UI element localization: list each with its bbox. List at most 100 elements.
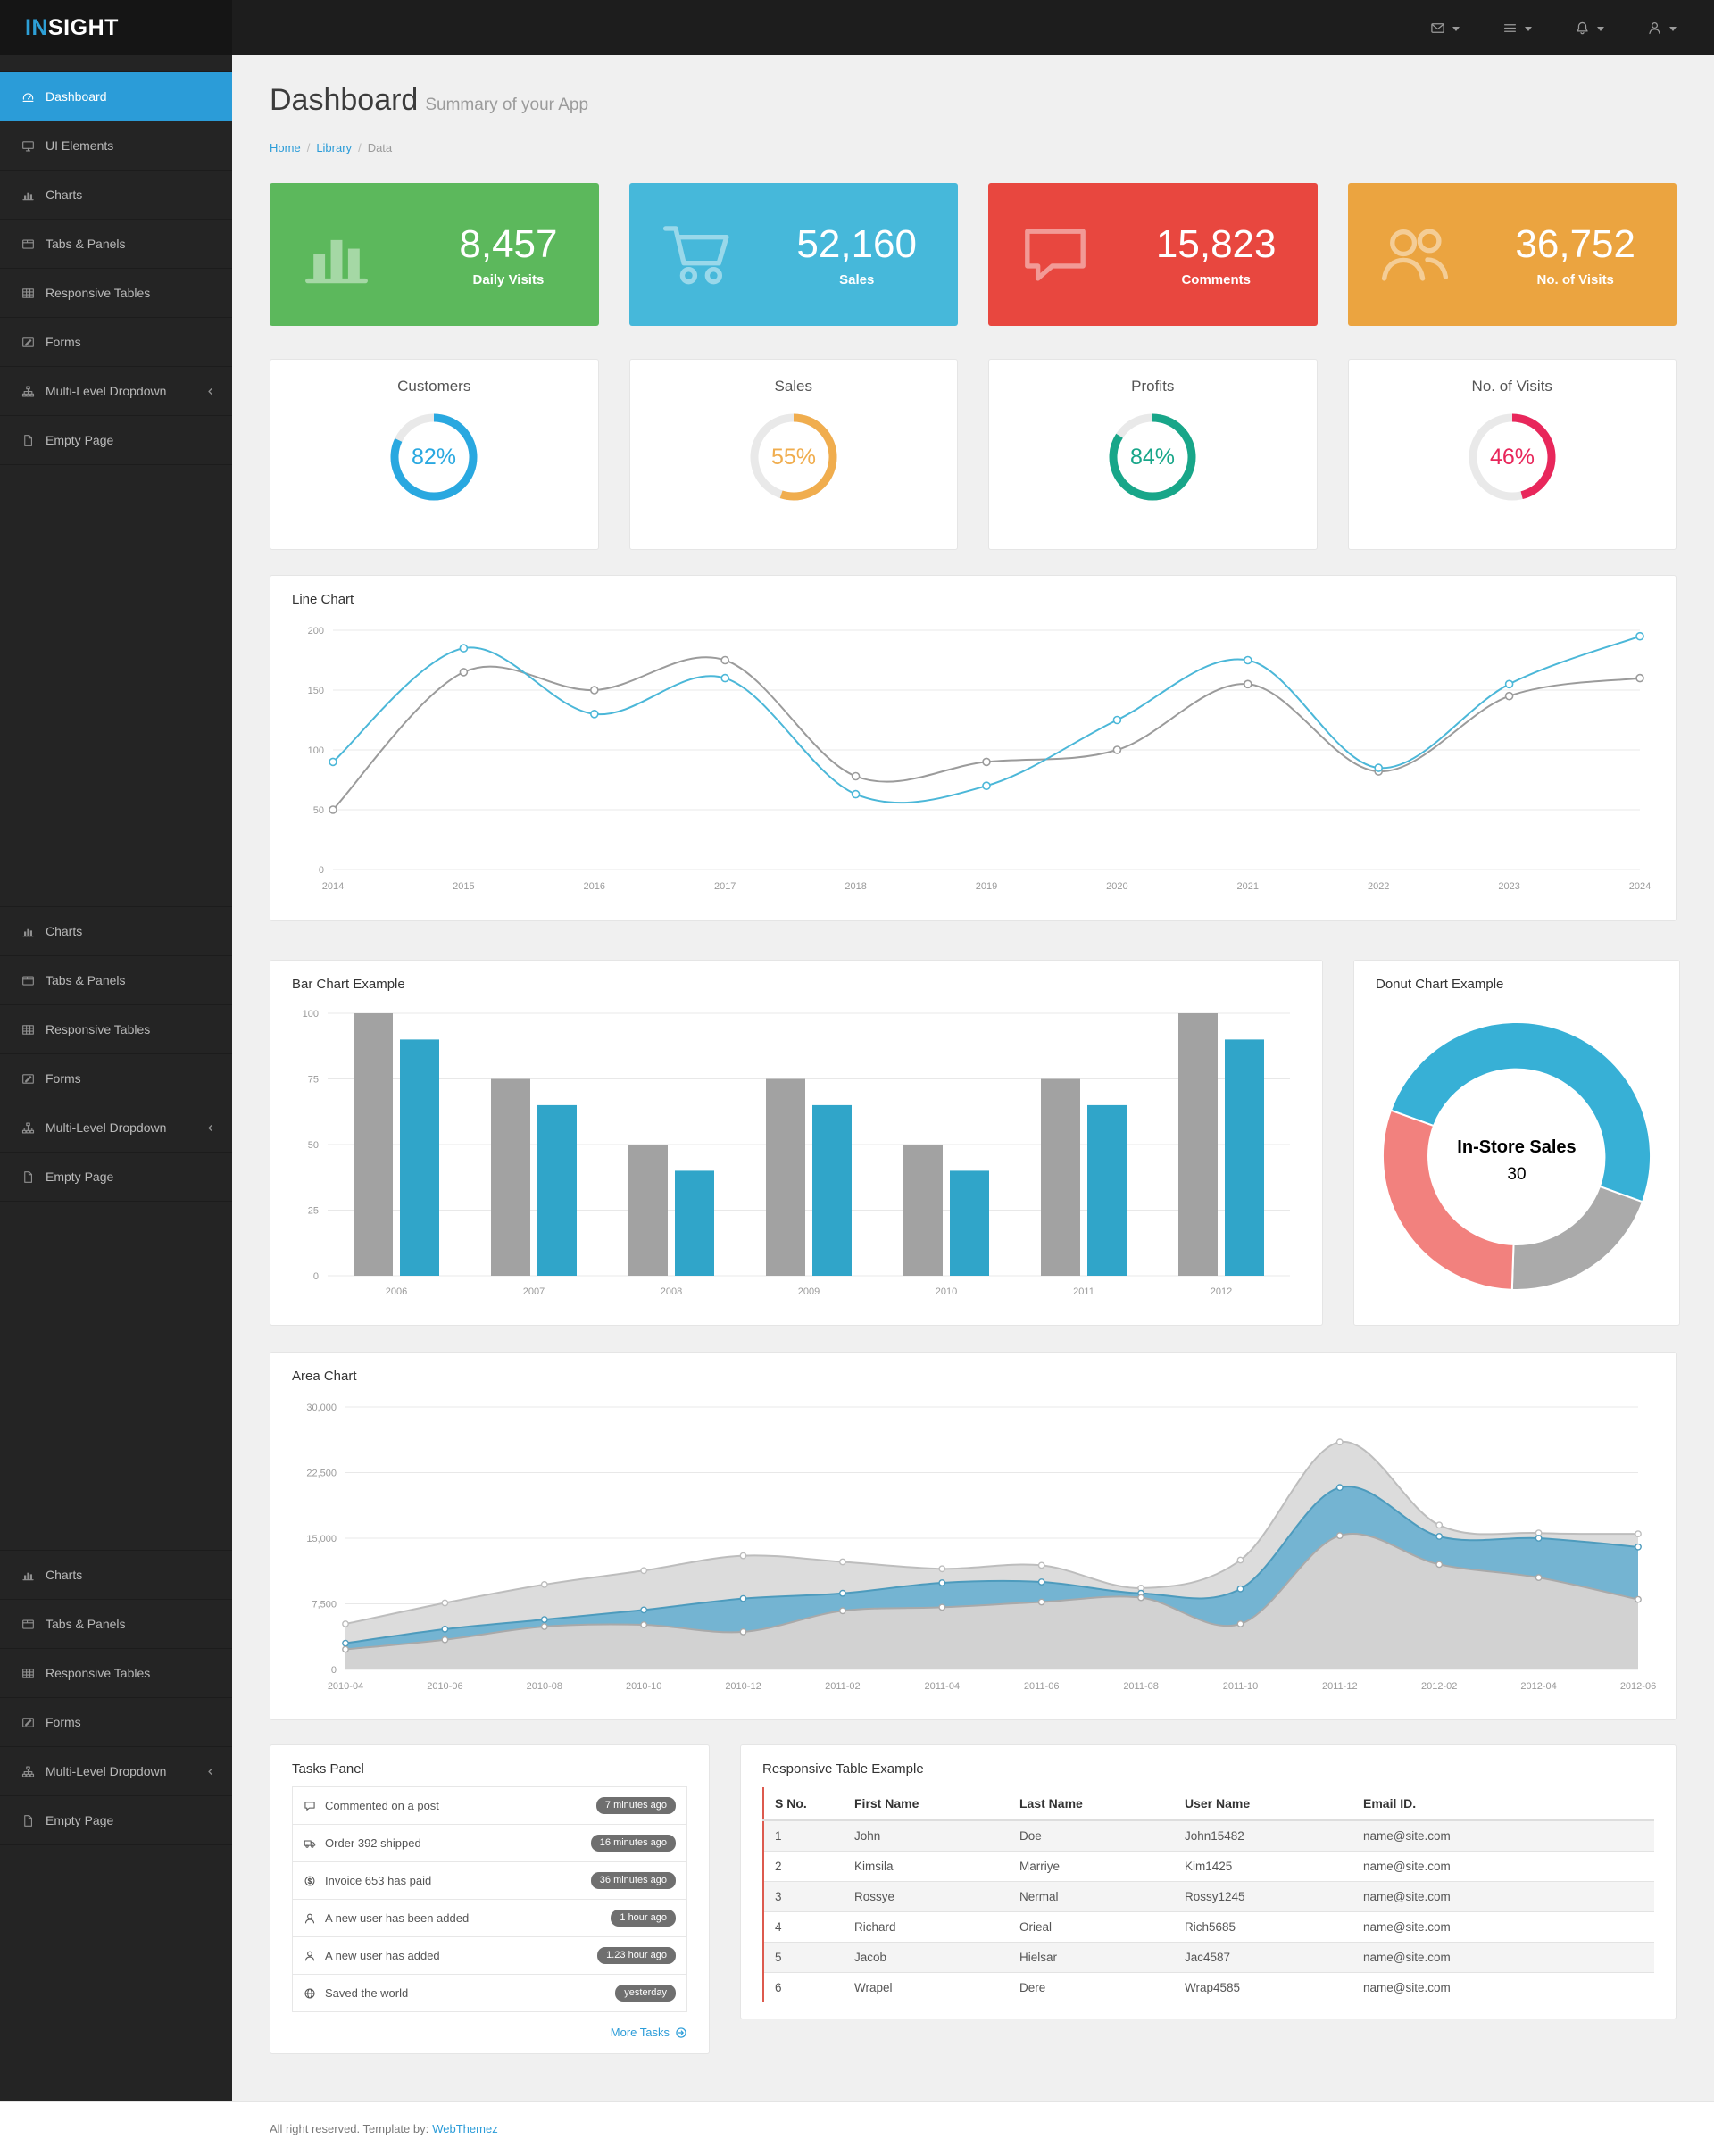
- svg-text:50: 50: [313, 805, 324, 816]
- sidebar-item-empty-page[interactable]: Empty Page: [0, 1153, 232, 1202]
- more-tasks-link[interactable]: More Tasks: [611, 2026, 687, 2039]
- sidebar-item-icon: [21, 139, 46, 153]
- donut-chart: In-Store Sales 30: [1376, 1003, 1658, 1303]
- sidebar-item-responsive-tables[interactable]: Responsive Tables: [0, 269, 232, 318]
- table-cell: name@site.com: [1352, 1881, 1654, 1912]
- brand-logo[interactable]: IN SIGHT: [0, 0, 232, 55]
- sidebar-item-forms[interactable]: Forms: [0, 1054, 232, 1103]
- table-column-header: Last Name: [1009, 1787, 1174, 1821]
- area-chart-svg: 0 7,500 15,000 22,500 30,000 2010-04 2010-06 20…: [306, 1403, 1656, 1692]
- stats-row: 8,457 Daily Visits 52,160 Sales 15,823 Commen…: [270, 183, 1677, 326]
- svg-text:2019: 2019: [976, 881, 997, 892]
- task-item[interactable]: Order 392 shipped 16 minutes ago: [292, 1824, 687, 1862]
- breadcrumb-library[interactable]: Library: [316, 141, 353, 154]
- task-item[interactable]: A new user has added 1.23 hour ago: [292, 1936, 687, 1975]
- table-row: 1 John Doe John15482 name@site.com: [762, 1819, 1654, 1852]
- task-item[interactable]: Saved the world yesterday: [292, 1974, 687, 2012]
- tabs-icon: [22, 238, 34, 249]
- task-item[interactable]: Invoice 653 has paid 36 minutes ago: [292, 1861, 687, 1900]
- sidebar-item-icon: [21, 385, 46, 398]
- svg-text:2023: 2023: [1498, 881, 1519, 892]
- sidebar-item-ui-elements[interactable]: UI Elements: [0, 121, 232, 171]
- svg-text:2012-04: 2012-04: [1520, 1681, 1556, 1692]
- task-item[interactable]: Commented on a post 7 minutes ago: [292, 1786, 687, 1825]
- svg-text:2010-08: 2010-08: [527, 1681, 562, 1692]
- sidebar-item-icon: [21, 237, 46, 251]
- table-cell: 6: [762, 1972, 844, 2002]
- footer: All right reserved. Template by: WebThem…: [0, 2101, 1714, 2156]
- gauge-svg: 82%: [390, 413, 478, 501]
- form-icon: [22, 1717, 34, 1727]
- sidebar-item-multi-level-dropdown[interactable]: Multi-Level Dropdown: [0, 367, 232, 416]
- svg-text:150: 150: [308, 686, 324, 696]
- sidebar-item-icon: [21, 1170, 46, 1184]
- sidebar-item-charts[interactable]: Charts: [0, 171, 232, 220]
- task-time-badge: 36 minutes ago: [590, 1872, 676, 1889]
- svg-text:2007: 2007: [523, 1286, 545, 1297]
- svg-text:30: 30: [1507, 1165, 1526, 1184]
- gauge-customers: Customers 82%: [270, 359, 599, 550]
- sidebar-item-forms[interactable]: Forms: [0, 318, 232, 367]
- svg-text:2022: 2022: [1368, 881, 1389, 892]
- sidebar-item-tabs-panels[interactable]: Tabs & Panels: [0, 220, 232, 269]
- sidebar-item-label: Multi-Level Dropdown: [46, 384, 167, 398]
- bar-chart-panel: Bar Chart Example 0 25 50 75 100 2006 2007 2008…: [270, 960, 1323, 1326]
- sidebar-item-charts[interactable]: Charts: [0, 1551, 232, 1600]
- breadcrumb-home[interactable]: Home: [270, 141, 301, 154]
- sidebar-item-responsive-tables[interactable]: Responsive Tables: [0, 1005, 232, 1054]
- notifications-menu[interactable]: [1575, 21, 1604, 36]
- sidebar-item-tabs-panels[interactable]: Tabs & Panels: [0, 1600, 232, 1649]
- table-cell: 2: [762, 1851, 844, 1882]
- tasks-menu[interactable]: [1502, 21, 1532, 36]
- sidebar-item-multi-level-dropdown[interactable]: Multi-Level Dropdown: [0, 1103, 232, 1153]
- bar-chart: 0 25 50 75 100 2006 2007 2008 2009 2010 2011 2012: [292, 1003, 1301, 1303]
- sidebar-group-2: Charts Tabs & Panels Responsive Tables Form…: [0, 906, 232, 1202]
- sidebar-item-label: Multi-Level Dropdown: [46, 1120, 167, 1135]
- messages-menu[interactable]: [1430, 21, 1460, 36]
- sidebar-item-tabs-panels[interactable]: Tabs & Panels: [0, 956, 232, 1005]
- footer-credit-link[interactable]: WebThemez: [432, 2122, 498, 2135]
- donut-chart-panel: Donut Chart Example In-Store Sales 30: [1353, 960, 1680, 1326]
- table-header-row: S No. First Name Last Name User Name Email I…: [762, 1787, 1654, 1821]
- gauges-row: Customers 82% Sales 55% Profits 84% No. of Vis…: [270, 359, 1677, 550]
- stat-no-of-visits[interactable]: 36,752 No. of Visits: [1347, 183, 1677, 326]
- svg-text:2011-02: 2011-02: [825, 1681, 861, 1692]
- desktop-icon: [22, 140, 34, 151]
- gauge-title: Profits: [1131, 378, 1175, 395]
- svg-text:2011-12: 2011-12: [1322, 1681, 1358, 1692]
- table-cell: Dere: [1009, 1972, 1174, 2002]
- svg-text:25: 25: [308, 1206, 319, 1217]
- sidebar: Dashboard UI Elements Charts Tabs & Panels R…: [0, 55, 232, 2101]
- table-cell: name@site.com: [1352, 1942, 1654, 1973]
- stat-comments[interactable]: 15,823 Comments: [988, 183, 1318, 326]
- tabs-icon: [22, 975, 34, 986]
- bar-chart-svg: 0 25 50 75 100 2006 2007 2008 2009 2010 2011 2012: [303, 1009, 1290, 1297]
- comment-icon: [304, 1801, 315, 1811]
- task-item[interactable]: A new user has been added 1 hour ago: [292, 1899, 687, 1937]
- file-icon: [24, 1170, 32, 1183]
- stat-sales[interactable]: 52,160 Sales: [628, 183, 958, 326]
- sidebar-item-empty-page[interactable]: Empty Page: [0, 416, 232, 465]
- svg-text:2011-10: 2011-10: [1223, 1681, 1259, 1692]
- sidebar-item-empty-page[interactable]: Empty Page: [0, 1796, 232, 1845]
- svg-text:2012: 2012: [1211, 1286, 1232, 1297]
- sidebar-item-icon: [21, 1618, 46, 1631]
- sidebar-item-charts[interactable]: Charts: [0, 907, 232, 956]
- task-time-badge: 16 minutes ago: [590, 1835, 676, 1852]
- breadcrumb-separator: /: [306, 141, 311, 154]
- task-icon: [304, 1912, 316, 1925]
- sidebar-item-dashboard[interactable]: Dashboard: [0, 72, 232, 121]
- segment-gray[interactable]: [1510, 1185, 1644, 1291]
- stat-content: 36,752 No. of Visits: [1515, 222, 1635, 287]
- stat-daily-visits[interactable]: 8,457 Daily Visits: [270, 183, 599, 326]
- segment-blue[interactable]: [1389, 1020, 1652, 1203]
- sidebar-item-multi-level-dropdown[interactable]: Multi-Level Dropdown: [0, 1747, 232, 1796]
- page-title: Dashboard Summary of your App: [270, 82, 1677, 123]
- sidebar-item-forms[interactable]: Forms: [0, 1698, 232, 1747]
- user-icon: [1649, 21, 1660, 34]
- sidebar-item-responsive-tables[interactable]: Responsive Tables: [0, 1649, 232, 1698]
- sidebar-item-label: Responsive Tables: [46, 286, 151, 300]
- account-menu[interactable]: [1647, 21, 1677, 36]
- caret-down-icon: [1452, 26, 1460, 31]
- segment-pink[interactable]: [1381, 1109, 1515, 1291]
